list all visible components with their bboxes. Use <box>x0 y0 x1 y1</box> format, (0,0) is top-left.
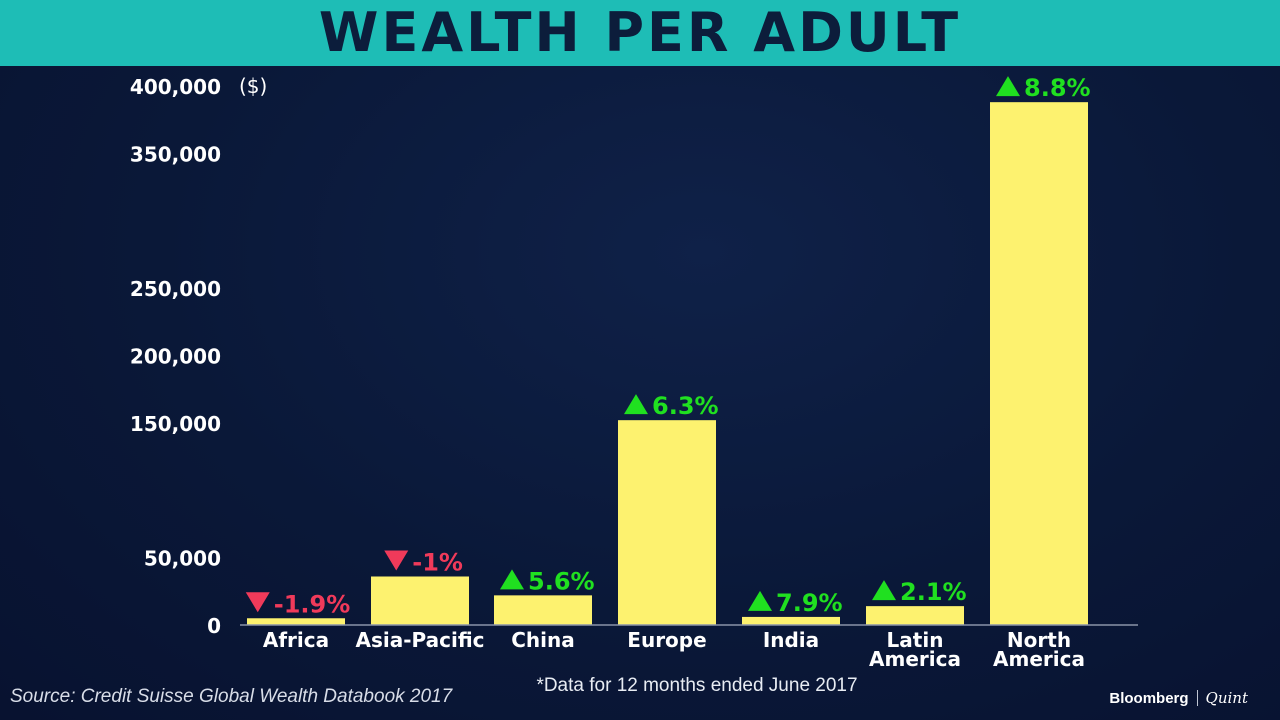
bar <box>742 616 840 625</box>
arrow-up-icon <box>624 394 648 415</box>
brand-logo: Bloomberg Quint <box>1109 689 1248 707</box>
change-label: -1.9% <box>245 590 351 618</box>
change-value: 6.3% <box>652 392 719 420</box>
x-tick-label: China <box>511 628 575 652</box>
y-tick-label: 400,000 <box>130 75 221 99</box>
bar <box>866 606 964 625</box>
change-label: 2.1% <box>872 578 967 606</box>
change-value: 7.9% <box>776 589 843 617</box>
change-label: 6.3% <box>624 392 719 420</box>
change-label: -1% <box>384 548 463 576</box>
source-note: Source: Credit Suisse Global Wealth Data… <box>10 686 453 707</box>
y-unit-label: ($) <box>239 74 267 98</box>
change-value: 2.1% <box>900 578 967 606</box>
arrow-down-icon <box>245 592 270 613</box>
arrow-up-icon <box>996 76 1020 97</box>
y-tick-label: 250,000 <box>130 277 221 301</box>
brand-name: Bloomberg <box>1109 689 1189 707</box>
y-tick-label: 50,000 <box>144 547 221 571</box>
x-tick-label: Asia-Pacific <box>355 628 484 652</box>
arrow-down-icon <box>384 550 409 571</box>
y-tick-label: 150,000 <box>130 412 221 436</box>
change-label: 5.6% <box>500 567 595 595</box>
title-bar: WEALTH PER ADULT <box>0 0 1280 66</box>
y-tick-label: 200,000 <box>130 345 221 369</box>
bar <box>990 102 1088 626</box>
x-tick-label: Latin America <box>869 628 961 671</box>
brand-separator <box>1196 690 1198 706</box>
x-tick-label: Europe <box>627 628 706 652</box>
change-value: 8.8% <box>1024 74 1091 102</box>
x-tick-label: India <box>763 628 819 652</box>
bar <box>494 595 592 625</box>
chart-title: WEALTH PER ADULT <box>318 1 962 64</box>
bar <box>247 618 345 625</box>
arrow-up-icon <box>748 590 772 611</box>
arrow-up-icon <box>500 569 524 590</box>
arrow-up-icon <box>872 580 896 601</box>
y-tick-label: 350,000 <box>130 142 221 166</box>
bar-chart: 0 50,000 150,000 200,000 250,000 350,000 400,0… <box>130 74 1138 671</box>
bar <box>371 576 469 625</box>
y-tick-label: 0 <box>207 614 221 638</box>
brand-partner: Quint <box>1205 689 1248 707</box>
bar <box>618 420 716 625</box>
change-value: -1% <box>412 548 463 576</box>
x-tick-label: North America <box>993 628 1085 671</box>
change-value: -1.9% <box>274 590 351 618</box>
footnote: *Data for 12 months ended June 2017 <box>536 675 858 696</box>
change-label: 7.9% <box>748 589 843 617</box>
x-tick-label: Africa <box>263 628 329 652</box>
change-value: 5.6% <box>528 567 595 595</box>
change-label: 8.8% <box>996 74 1091 102</box>
